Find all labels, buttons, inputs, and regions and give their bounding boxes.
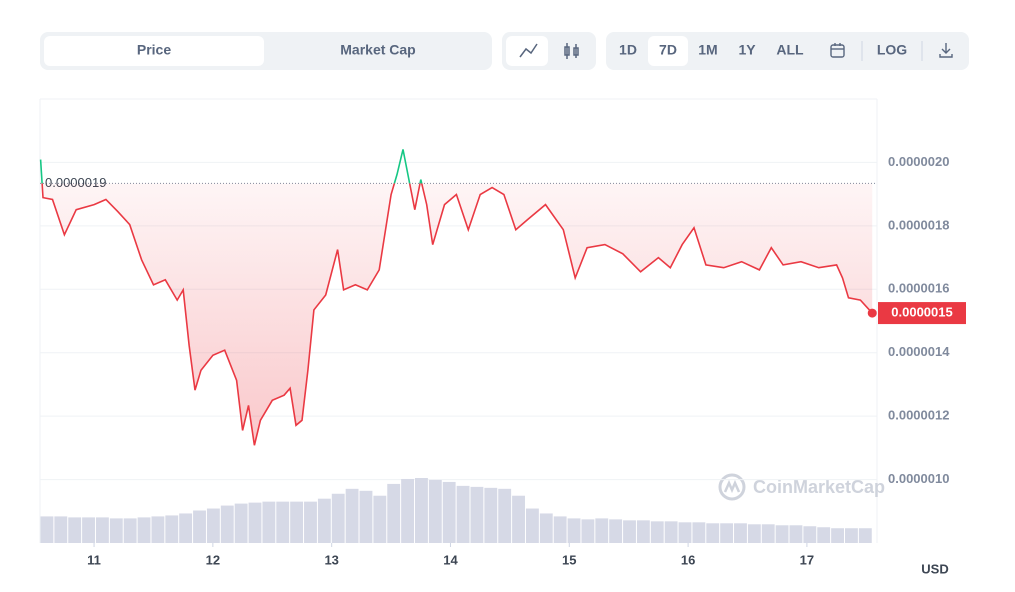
volume-bar: [262, 501, 276, 543]
range-button[interactable]: 1Y: [738, 42, 756, 58]
volume-bar: [498, 488, 512, 543]
x-tick-label: 14: [443, 552, 458, 567]
line-icon: [519, 43, 538, 58]
x-tick-label: 16: [681, 552, 695, 567]
volume-bar: [317, 498, 331, 543]
volume-bar: [123, 518, 137, 543]
volume-bar: [359, 490, 373, 543]
watermark-text: CoinMarketCap: [753, 477, 885, 497]
tab-market-cap[interactable]: Market Cap: [340, 42, 415, 58]
volume-bar: [734, 523, 747, 543]
volume-bar: [803, 526, 817, 543]
tab-price[interactable]: Price: [137, 42, 171, 58]
last-price-box: [878, 302, 966, 325]
volume-bar: [68, 517, 82, 543]
volume-bar: [220, 505, 234, 543]
volume-bar: [609, 519, 623, 543]
price-area: [42, 183, 873, 446]
volume-bar: [276, 501, 290, 543]
last-price-label: 0.0000015: [891, 305, 952, 320]
currency-label: USD: [921, 561, 948, 576]
x-tick-label: 11: [87, 552, 101, 567]
volume-bar: [595, 518, 609, 543]
volume-bar: [553, 516, 567, 543]
volume-bar: [331, 493, 345, 543]
price-line: [41, 183, 873, 446]
candle-icon[interactable]: [564, 43, 579, 59]
volume-bar: [858, 528, 872, 543]
log-button[interactable]: LOG: [877, 42, 907, 58]
price-line-up: [39, 149, 423, 184]
volume-bar: [387, 483, 401, 543]
volume-bar: [692, 522, 706, 543]
volume-bar: [234, 503, 248, 543]
volume-bar: [775, 525, 789, 543]
volume-bar: [512, 495, 525, 543]
volume-bar: [581, 519, 595, 543]
volume-bar: [95, 517, 109, 543]
volume-bar: [484, 487, 498, 543]
range-button[interactable]: 1D: [619, 42, 637, 58]
range-button[interactable]: 1M: [698, 42, 717, 58]
x-tick-label: 13: [324, 552, 338, 567]
volume-bar: [40, 516, 54, 543]
volume-bar: [747, 524, 761, 543]
volume-bar: [137, 517, 151, 543]
volume-bar: [165, 515, 179, 543]
volume-bar: [415, 478, 428, 543]
volume-bar: [206, 508, 220, 543]
volume-bar: [248, 502, 262, 543]
line-type-button[interactable]: [506, 36, 548, 66]
volume-bar: [567, 518, 581, 543]
x-tick-label: 12: [206, 552, 220, 567]
volume-bar: [539, 513, 553, 543]
volume-bar: [179, 513, 193, 543]
volume-bar: [428, 479, 442, 543]
y-tick-label: 0.0000012: [888, 408, 949, 423]
y-tick-label: 0.0000014: [888, 344, 950, 359]
range-button[interactable]: ALL: [776, 42, 804, 58]
volume-bar: [664, 521, 678, 543]
volume-bar: [151, 516, 165, 543]
volume-bar: [761, 524, 775, 543]
tab-selected[interactable]: [44, 36, 264, 66]
last-point: [867, 308, 877, 318]
volume-bar: [623, 520, 636, 543]
volume-bar: [456, 485, 470, 543]
y-tick-label: 0.0000010: [888, 471, 949, 486]
y-tick-label: 0.0000018: [888, 217, 949, 232]
volume-bar: [470, 486, 484, 543]
x-tick-label: 17: [800, 552, 814, 567]
range-group: [606, 32, 969, 70]
volume-bar: [82, 517, 95, 543]
volume-bar: [109, 518, 123, 543]
volume-bar: [720, 523, 734, 543]
volume-bar: [304, 501, 317, 543]
calendar-icon[interactable]: [830, 43, 845, 58]
volume-bar: [706, 523, 720, 543]
volume-bar: [401, 478, 415, 543]
y-tick-label: 0.0000020: [888, 154, 949, 169]
volume-bar: [789, 525, 803, 543]
x-tick-label: 15: [562, 552, 576, 567]
volume-bar: [193, 510, 206, 543]
volume-bar: [678, 522, 692, 543]
volume-bar: [845, 528, 858, 543]
volume-bar: [442, 481, 456, 543]
volume-bar: [345, 488, 359, 543]
volume-bar: [650, 521, 664, 543]
volume-bar: [831, 528, 845, 543]
y-tick-label: 0.0000016: [888, 281, 949, 296]
range-selected[interactable]: [648, 36, 688, 66]
range-button[interactable]: 7D: [659, 42, 677, 58]
volume-bar: [636, 520, 650, 543]
volume-bar: [817, 527, 831, 543]
volume-bar: [525, 508, 539, 543]
volume-bar: [54, 516, 68, 543]
volume-bar: [373, 495, 387, 543]
download-icon[interactable]: [939, 43, 953, 58]
volume-bar: [290, 501, 304, 543]
watermark: CoinMarketCap: [718, 473, 885, 501]
